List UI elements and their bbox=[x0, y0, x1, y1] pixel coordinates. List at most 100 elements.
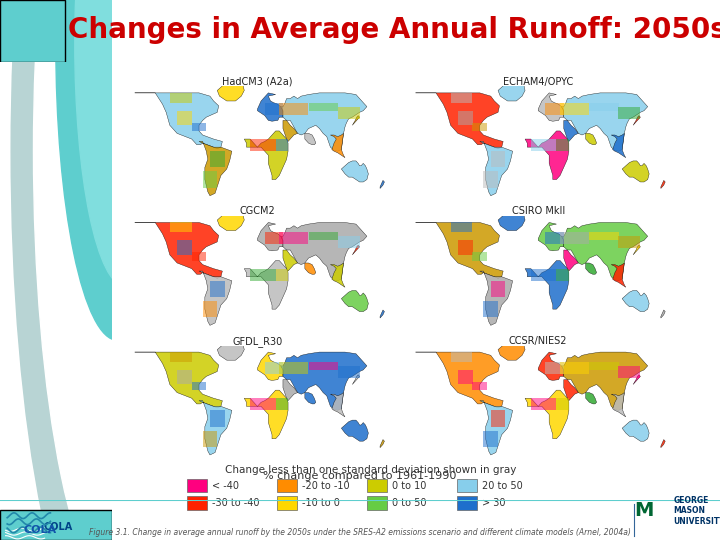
Polygon shape bbox=[281, 222, 367, 281]
Bar bbox=[177, 240, 192, 255]
Bar bbox=[202, 431, 217, 447]
Bar bbox=[560, 103, 589, 115]
Bar bbox=[308, 232, 338, 240]
Bar bbox=[210, 151, 225, 167]
Text: ECHAM4/OPYC: ECHAM4/OPYC bbox=[503, 77, 573, 87]
Polygon shape bbox=[281, 352, 367, 410]
Bar bbox=[531, 398, 557, 410]
Text: CSIRO MkII: CSIRO MkII bbox=[512, 206, 564, 217]
Polygon shape bbox=[330, 393, 345, 417]
Bar bbox=[192, 252, 207, 261]
Polygon shape bbox=[283, 120, 297, 141]
Bar bbox=[279, 362, 308, 374]
Bar bbox=[170, 93, 192, 103]
Text: COLA: COLA bbox=[43, 522, 73, 531]
Bar bbox=[308, 103, 338, 111]
Polygon shape bbox=[305, 133, 316, 145]
Polygon shape bbox=[199, 141, 232, 195]
Bar bbox=[451, 352, 472, 362]
Polygon shape bbox=[498, 84, 525, 101]
Polygon shape bbox=[244, 131, 288, 179]
Text: -30 to -40: -30 to -40 bbox=[212, 498, 260, 508]
Bar bbox=[491, 281, 505, 297]
Bar bbox=[458, 370, 472, 384]
Bar bbox=[276, 139, 288, 151]
Bar bbox=[483, 301, 498, 317]
Bar bbox=[338, 237, 359, 248]
Bar bbox=[279, 103, 308, 115]
Polygon shape bbox=[135, 222, 222, 279]
Bar bbox=[618, 107, 640, 119]
Polygon shape bbox=[564, 250, 578, 271]
Polygon shape bbox=[135, 93, 222, 148]
Polygon shape bbox=[611, 133, 626, 158]
Bar bbox=[560, 232, 589, 244]
Bar bbox=[338, 366, 359, 378]
Bar bbox=[618, 366, 640, 378]
Polygon shape bbox=[622, 161, 649, 182]
Bar bbox=[250, 398, 276, 410]
Text: Change less than one standard deviation shown in gray: Change less than one standard deviation … bbox=[225, 465, 516, 475]
Bar bbox=[276, 269, 288, 281]
Bar bbox=[170, 352, 192, 362]
Bar bbox=[187, 496, 207, 510]
Text: CGCM2: CGCM2 bbox=[240, 206, 275, 217]
Polygon shape bbox=[341, 291, 369, 312]
Polygon shape bbox=[480, 271, 513, 325]
Polygon shape bbox=[538, 222, 564, 251]
Bar bbox=[277, 496, 297, 510]
Polygon shape bbox=[244, 261, 288, 309]
Polygon shape bbox=[341, 161, 369, 182]
FancyBboxPatch shape bbox=[0, 510, 112, 540]
Text: COLA: COLA bbox=[23, 525, 56, 535]
Bar bbox=[472, 123, 487, 131]
Bar bbox=[546, 232, 564, 244]
Text: 20 to 50: 20 to 50 bbox=[482, 481, 523, 491]
Polygon shape bbox=[611, 263, 626, 287]
Bar bbox=[589, 362, 618, 370]
Polygon shape bbox=[525, 390, 569, 438]
Wedge shape bbox=[75, 0, 125, 286]
Wedge shape bbox=[56, 0, 117, 340]
Polygon shape bbox=[538, 352, 564, 380]
Bar bbox=[192, 123, 207, 131]
Polygon shape bbox=[562, 222, 648, 281]
Bar bbox=[557, 398, 569, 410]
Bar bbox=[308, 362, 338, 370]
Polygon shape bbox=[380, 310, 384, 318]
Text: M: M bbox=[635, 501, 654, 521]
Polygon shape bbox=[562, 352, 648, 410]
Text: 0 to 10: 0 to 10 bbox=[392, 481, 427, 491]
Polygon shape bbox=[258, 222, 283, 251]
Bar bbox=[451, 93, 472, 103]
Polygon shape bbox=[217, 343, 244, 360]
Polygon shape bbox=[480, 141, 513, 195]
Polygon shape bbox=[199, 271, 232, 325]
Bar bbox=[177, 111, 192, 125]
Text: Changes in Average Annual Runoff: 2050s A2: Changes in Average Annual Runoff: 2050s … bbox=[68, 16, 720, 44]
Bar bbox=[177, 370, 192, 384]
Polygon shape bbox=[352, 375, 359, 384]
Bar bbox=[279, 232, 308, 244]
Bar bbox=[210, 410, 225, 427]
Bar bbox=[367, 479, 387, 492]
Bar bbox=[250, 269, 276, 281]
Polygon shape bbox=[341, 420, 369, 441]
Text: > 30: > 30 bbox=[482, 498, 506, 508]
Polygon shape bbox=[380, 180, 384, 188]
Polygon shape bbox=[633, 245, 640, 255]
Bar bbox=[265, 232, 283, 244]
Text: -10 to 0: -10 to 0 bbox=[302, 498, 341, 508]
Text: -20 to -10: -20 to -10 bbox=[302, 481, 350, 491]
Polygon shape bbox=[585, 393, 597, 404]
Bar bbox=[546, 362, 564, 374]
Bar bbox=[210, 281, 225, 297]
Polygon shape bbox=[525, 261, 569, 309]
Bar bbox=[187, 479, 207, 492]
Text: % change compared to 1961-1990: % change compared to 1961-1990 bbox=[264, 471, 456, 481]
Bar bbox=[560, 362, 589, 374]
Text: Figure 3.1. Change in average annual runoff by the 2050s under the SRES-A2 emiss: Figure 3.1. Change in average annual run… bbox=[89, 528, 631, 537]
Bar bbox=[451, 222, 472, 232]
Bar bbox=[338, 107, 359, 119]
Polygon shape bbox=[562, 93, 648, 151]
